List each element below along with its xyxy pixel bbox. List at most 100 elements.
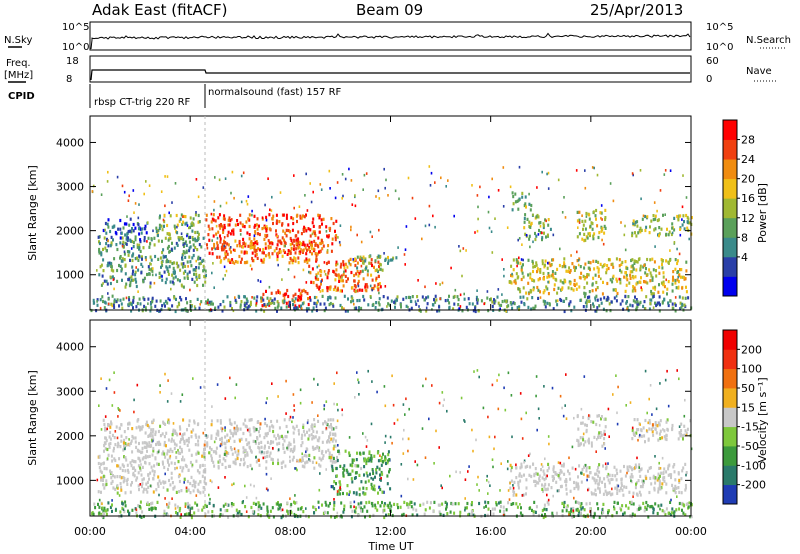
velocity-cell [618,489,621,493]
power-cell [582,274,585,278]
velocity-cell [601,480,604,484]
power-cell [98,235,101,239]
power-cell [106,237,108,241]
power-cell [317,213,320,217]
velocity-cell [202,505,205,509]
velocity-cell [610,477,613,482]
power-cell [240,257,243,261]
power-cell [106,222,109,226]
velocity-cell [444,500,447,504]
power-cell [139,249,142,253]
velocity-cell [478,501,481,506]
power-cell [326,289,329,293]
velocity-scatter-cell [556,489,559,493]
power-scatter-cell [445,185,447,188]
velocity-cell [544,513,546,517]
velocity-cell [358,487,361,491]
velocity-cell [121,468,124,473]
power-cell [241,245,244,249]
velocity-cell [634,463,637,467]
power-cell [658,271,661,275]
power-cell [409,296,412,300]
power-scatter-cell [162,254,165,258]
velocity-cell [292,450,294,454]
power-cell [226,252,229,256]
power-scatter-cell [320,188,323,191]
power-cell [176,265,179,269]
velocity-scatter-cell [596,438,598,441]
power-cell [309,298,312,302]
power-scatter-cell [182,243,184,247]
power-cell [207,302,210,306]
power-cell [210,220,213,224]
velocity-cell [649,505,652,509]
velocity-cell [162,480,165,484]
velocity-cell [442,513,445,517]
velocity-cell [199,480,202,484]
power-scatter-cell [626,307,628,311]
power-scatter-cell [378,228,380,232]
velocity-cell [550,486,553,490]
velocity-cell [517,482,520,486]
velocity-scatter-cell [402,452,405,455]
velocity-cell [346,492,348,496]
velocity-cell [313,466,316,470]
velocity-cell [665,482,668,486]
velocity-cell [173,446,176,451]
velocity-cell [297,507,300,511]
power-cell [138,297,141,301]
power-cell [194,245,197,250]
velocity-scatter-cell [159,391,161,394]
velocity-cell [507,501,510,505]
velocity-cell [545,508,548,512]
power-scatter-cell [353,302,355,306]
power-cell [517,275,520,279]
power-scatter-cell [225,201,228,205]
velocity-cell [588,501,591,506]
velocity-cell [374,506,377,510]
velocity-cell [640,429,643,433]
velocity-scatter-cell [527,454,530,457]
velocity-cell [413,502,416,506]
velocity-cell [259,426,261,430]
power-cell [167,244,170,249]
power-cell [579,298,582,302]
power-cell [294,257,297,261]
velocity-cell [130,439,133,443]
velocity-cell [196,503,199,507]
power-cell [120,269,123,273]
power-cell [132,306,134,310]
power-cell [371,278,374,282]
power-cell [676,261,679,266]
power-cell [294,259,297,263]
power-cell [594,214,597,218]
colorbar-swatch [723,256,737,277]
power-cell [116,279,119,283]
power-scatter-cell [315,275,318,278]
velocity-cell [606,512,609,516]
velocity-scatter-cell [404,413,406,416]
velocity-cell [547,483,550,487]
colorbar-swatch [723,465,737,486]
velocity-cell [532,513,535,517]
velocity-cell [179,445,182,449]
power-scatter-cell [528,192,530,196]
velocity-cell [582,443,585,447]
velocity-cell [658,466,661,470]
velocity-cell [120,423,123,427]
velocity-cell [499,509,502,513]
velocity-cell [292,431,295,435]
power-cell [625,276,628,280]
velocity-cell [616,488,619,492]
power-cell [105,279,108,283]
velocity-scatter-cell [100,428,103,431]
power-cell [528,220,531,224]
power-cell [591,283,594,287]
velocity-cell [654,481,657,485]
velocity-scatter-cell [192,377,194,380]
velocity-cell [247,441,250,445]
power-cell [256,256,259,260]
power-scatter-cell [186,224,189,227]
velocity-cell [287,445,290,450]
velocity-cell [592,515,595,519]
